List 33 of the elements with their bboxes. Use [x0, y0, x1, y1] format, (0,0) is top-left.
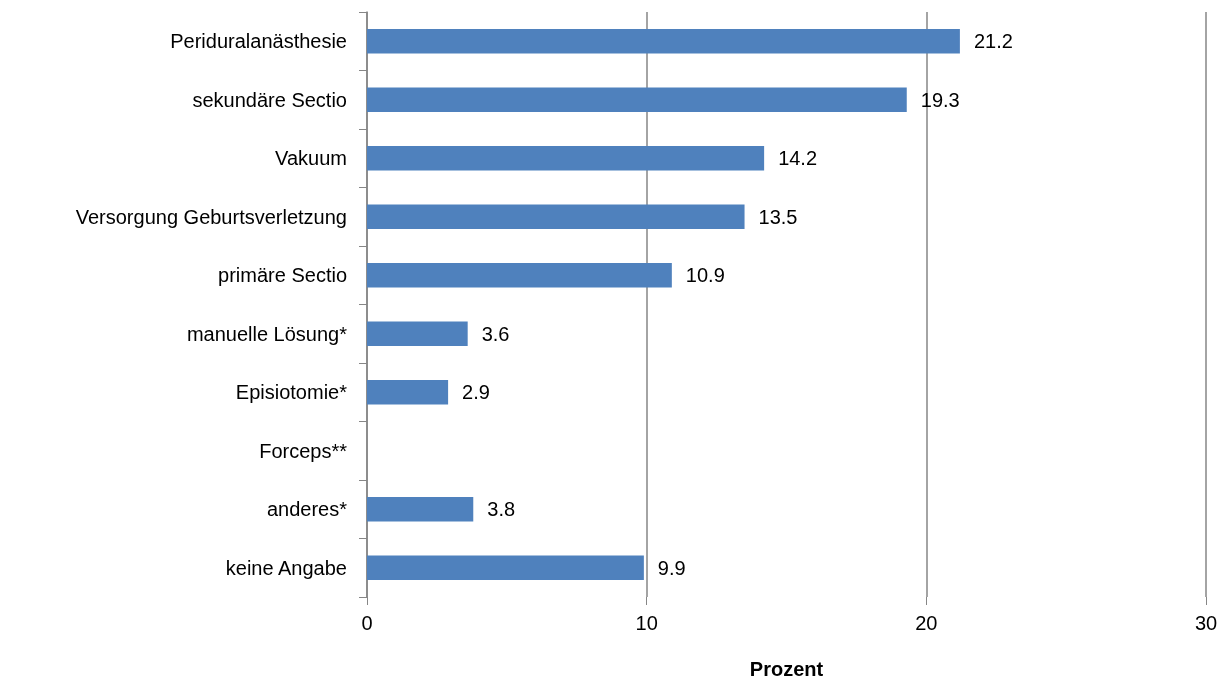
- data-label: 19.3: [920, 88, 960, 111]
- data-label: 2.9: [462, 381, 490, 404]
- y-tick-label: Versorgung Geburtsverletzung: [75, 205, 347, 228]
- data-label: 3.6: [481, 322, 510, 345]
- y-tick-label: keine Angabe: [225, 556, 347, 579]
- bar: [367, 379, 449, 405]
- y-tick-label: Vakuum: [275, 147, 347, 170]
- data-label: 3.8: [487, 498, 516, 521]
- y-tick-label: primäre Sectio: [218, 264, 347, 287]
- data-label: 10.9: [685, 264, 725, 287]
- data-label: 14.2: [778, 147, 818, 170]
- x-tick-label: 10: [635, 612, 658, 634]
- x-axis-title: Prozent: [749, 658, 824, 680]
- bar: [367, 204, 745, 230]
- bar: [367, 28, 960, 54]
- x-tick-label: 20: [915, 612, 938, 634]
- y-tick-label: manuelle Lösung*: [186, 322, 348, 345]
- bar: [367, 496, 474, 522]
- y-tick-label: Forceps**: [259, 439, 348, 462]
- y-tick-label: anderes*: [266, 498, 348, 521]
- bar: [367, 262, 672, 288]
- data-label: 21.2: [973, 30, 1013, 53]
- data-label: 9.9: [657, 556, 686, 579]
- y-tick-label: Episiotomie*: [235, 381, 348, 404]
- bar: [367, 145, 765, 171]
- y-tick-label: Periduralanästhesie: [170, 30, 347, 53]
- x-tick-label: 30: [1194, 612, 1218, 634]
- bar: [367, 321, 468, 347]
- bar: [367, 87, 907, 113]
- data-label: 13.5: [758, 205, 798, 228]
- y-tick-label: sekundäre Sectio: [192, 88, 347, 111]
- x-tick-label: 0: [361, 612, 373, 634]
- bar: [367, 555, 644, 581]
